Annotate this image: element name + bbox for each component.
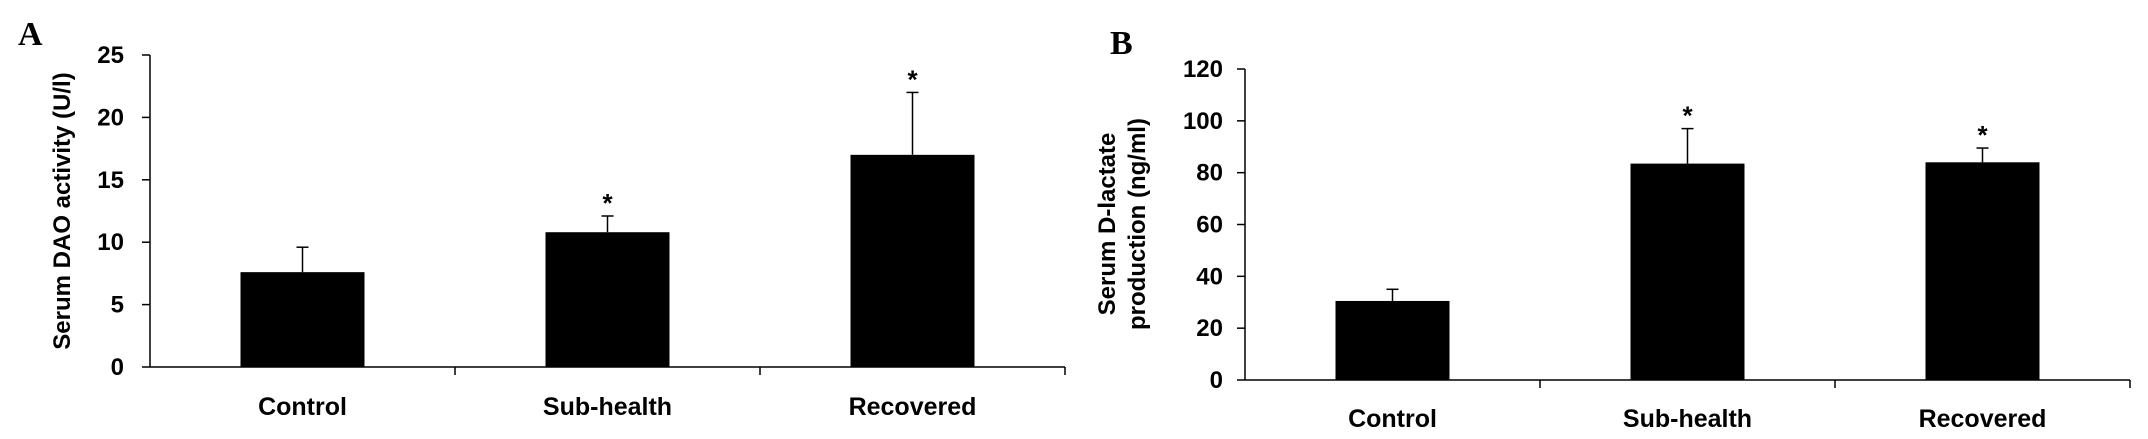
y-axis-title-line: production (ng/ml) <box>1124 118 1151 330</box>
significance-marker: * <box>602 188 613 218</box>
category-label: Recovered <box>1919 405 2047 433</box>
chart-panel-a: A 0 5 10 15 20 25 Control * Sub-health * Recovered S… <box>18 16 1066 421</box>
panel-label: A <box>18 16 43 53</box>
chart-panel-b: B 0 20 40 60 80 100 120 Control * Sub-health * Recov… <box>1094 25 2131 433</box>
bar-control <box>1335 300 1450 380</box>
significance-marker: * <box>1977 120 1988 150</box>
panel-label: B <box>1110 25 1133 62</box>
y-tick-label: 60 <box>1196 212 1223 239</box>
significance-marker: * <box>907 64 918 94</box>
y-tick-label: 100 <box>1183 108 1223 135</box>
category-label: Sub-health <box>1623 405 1752 433</box>
bar-sub-health <box>545 232 670 367</box>
category-label: Sub-health <box>543 393 672 421</box>
y-axis-title: Serum DAO activity (U/l) <box>49 72 76 349</box>
y-tick-label: 20 <box>1196 315 1223 342</box>
bar-sub-health <box>1630 163 1745 380</box>
y-axis-title-line: Serum D-lactate <box>1094 133 1121 316</box>
category-label: Control <box>258 393 347 421</box>
y-tick-label: 0 <box>111 354 124 381</box>
y-tick-label: 10 <box>97 229 124 256</box>
bar-recovered <box>1925 162 2040 380</box>
category-label: Control <box>1348 405 1437 433</box>
y-tick-label: 40 <box>1196 263 1223 290</box>
y-tick-label: 0 <box>1210 367 1223 394</box>
y-axis-title: Serum D-lactate production (ng/ml) <box>1094 118 1151 330</box>
y-axis-title-line: Serum DAO activity (U/l) <box>49 72 76 349</box>
bar-control <box>240 272 365 367</box>
y-tick-label: 25 <box>97 42 124 69</box>
y-tick-label: 120 <box>1183 56 1223 83</box>
category-label: Recovered <box>849 393 977 421</box>
significance-marker: * <box>1682 101 1693 131</box>
y-tick-label: 5 <box>111 292 124 319</box>
y-tick-label: 20 <box>97 104 124 131</box>
y-tick-label: 15 <box>97 167 124 194</box>
bar-recovered <box>850 154 975 367</box>
y-tick-label: 80 <box>1196 160 1223 187</box>
